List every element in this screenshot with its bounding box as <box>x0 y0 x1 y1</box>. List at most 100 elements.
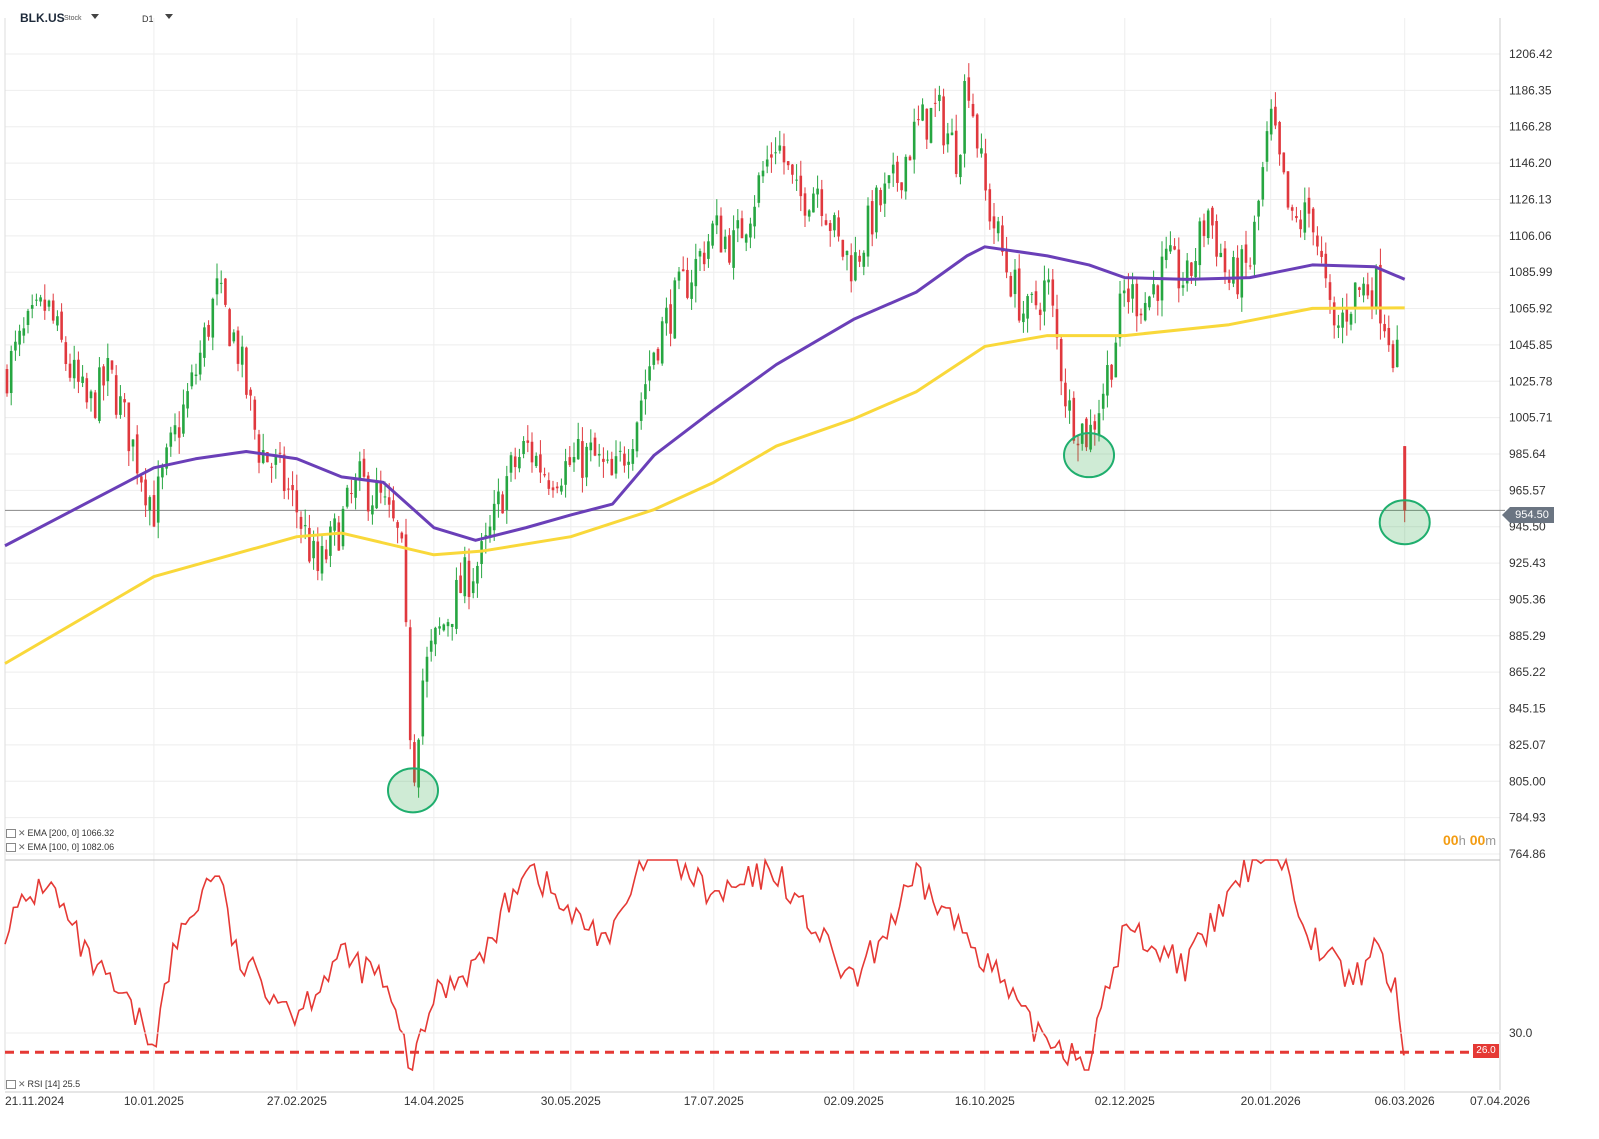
date-tick-label: 07.04.2026 <box>1470 1094 1530 1108</box>
candle-up <box>211 298 215 338</box>
price-tick-label: 845.15 <box>1509 702 1546 716</box>
candle-up <box>1194 261 1197 278</box>
candle-down <box>245 347 248 395</box>
price-tick-label: 945.50 <box>1509 520 1546 534</box>
candle-down <box>1391 344 1395 369</box>
candle-up <box>471 581 475 594</box>
candle-up <box>333 518 336 531</box>
candle-up <box>274 456 278 465</box>
candle-up <box>425 656 429 682</box>
price-tick-label: 1106.06 <box>1509 229 1552 243</box>
candle-up <box>358 461 362 479</box>
candle-up <box>261 450 265 463</box>
timeframe-label[interactable]: D1 <box>142 14 154 24</box>
candle-down <box>1076 443 1080 446</box>
candle-down <box>93 392 97 418</box>
candle-up <box>707 241 710 259</box>
candle-up <box>618 450 622 452</box>
candle-down <box>828 223 832 231</box>
price-tick-label: 1166.28 <box>1509 120 1552 134</box>
candle-down <box>1320 250 1323 257</box>
toolbar: BLK.US Stock D1 <box>0 0 1599 32</box>
candle-up <box>904 156 908 192</box>
legend-rsi[interactable]: ✕ RSI [14] 25.5 <box>6 1079 80 1090</box>
indicator-settings-icon[interactable] <box>6 843 16 853</box>
close-icon[interactable]: ✕ <box>18 828 26 838</box>
symbol-dropdown-icon[interactable] <box>91 14 99 19</box>
indicator-settings-icon[interactable] <box>6 829 16 839</box>
candle-up <box>1101 393 1105 409</box>
candle-up <box>816 188 819 195</box>
candle-up <box>1097 413 1101 435</box>
indicator-settings-icon[interactable] <box>6 1080 16 1090</box>
candle-up <box>1022 313 1025 323</box>
candle-down <box>539 454 542 473</box>
candle-up <box>198 352 202 375</box>
candle-down <box>1278 122 1281 155</box>
close-icon[interactable]: ✕ <box>18 1079 26 1089</box>
price-tick-label: 805.00 <box>1509 774 1546 788</box>
candle-down <box>144 479 147 506</box>
candle-up <box>627 461 630 465</box>
symbol-label[interactable]: BLK.US <box>20 11 65 25</box>
candle-up <box>1043 280 1046 312</box>
candle-down <box>791 164 794 175</box>
candle-up <box>518 457 521 469</box>
candle-down <box>1403 446 1407 511</box>
candle-down <box>1332 302 1336 326</box>
candle-down <box>123 399 126 403</box>
candle-up <box>9 350 13 394</box>
candle-up <box>912 121 916 160</box>
candle-down <box>954 130 958 174</box>
candle-down <box>400 532 404 539</box>
candle-up <box>673 280 677 339</box>
candle-down <box>85 378 89 403</box>
price-tick-label: 1186.35 <box>1509 83 1552 97</box>
candle-down <box>1383 323 1386 332</box>
candle-down <box>1127 288 1130 303</box>
candle-down <box>249 389 252 396</box>
price-tick-label: 1126.13 <box>1509 192 1552 206</box>
legend-ema200[interactable]: ✕ EMA [200, 0] 1066.32 <box>6 828 114 839</box>
candle-up <box>938 94 941 102</box>
candle-up <box>442 624 446 631</box>
candle-down <box>1177 249 1181 289</box>
candle-up <box>1164 248 1168 261</box>
price-tick-label: 965.57 <box>1509 483 1546 497</box>
candle-up <box>765 159 769 167</box>
close-icon[interactable]: ✕ <box>18 842 26 852</box>
candle-down <box>820 189 824 216</box>
candle-up <box>1013 269 1017 295</box>
candle-down <box>992 216 996 229</box>
candle-up <box>1349 313 1353 325</box>
candle-down <box>555 486 559 489</box>
candle-down <box>1156 285 1160 301</box>
legend-ema100[interactable]: ✕ EMA [100, 0] 1082.06 <box>6 842 114 853</box>
candle-up <box>606 459 609 461</box>
candle-down <box>140 476 143 483</box>
candle-up <box>862 252 866 267</box>
candle-up <box>371 505 374 515</box>
candle-down <box>849 255 853 282</box>
candle-down <box>270 466 273 468</box>
rsi-line <box>4 857 1405 1072</box>
candle-down <box>824 220 828 225</box>
candle-down <box>1366 284 1370 296</box>
candle-down <box>1299 219 1302 230</box>
candle-up <box>1118 293 1122 339</box>
date-tick-label: 10.01.2025 <box>124 1094 184 1108</box>
candle-down <box>1223 248 1227 273</box>
candle-up <box>644 384 647 400</box>
timeframe-dropdown-icon[interactable] <box>165 14 173 19</box>
candle-down <box>975 114 979 149</box>
candle-down <box>984 153 987 191</box>
candle-down <box>1236 257 1239 295</box>
candle-up <box>488 526 492 538</box>
candle-down <box>337 522 341 551</box>
candle-up <box>1337 325 1340 328</box>
candle-up <box>354 478 357 498</box>
date-tick-label: 02.09.2025 <box>824 1094 884 1108</box>
candle-up <box>173 425 177 435</box>
candle-up <box>1131 284 1134 299</box>
